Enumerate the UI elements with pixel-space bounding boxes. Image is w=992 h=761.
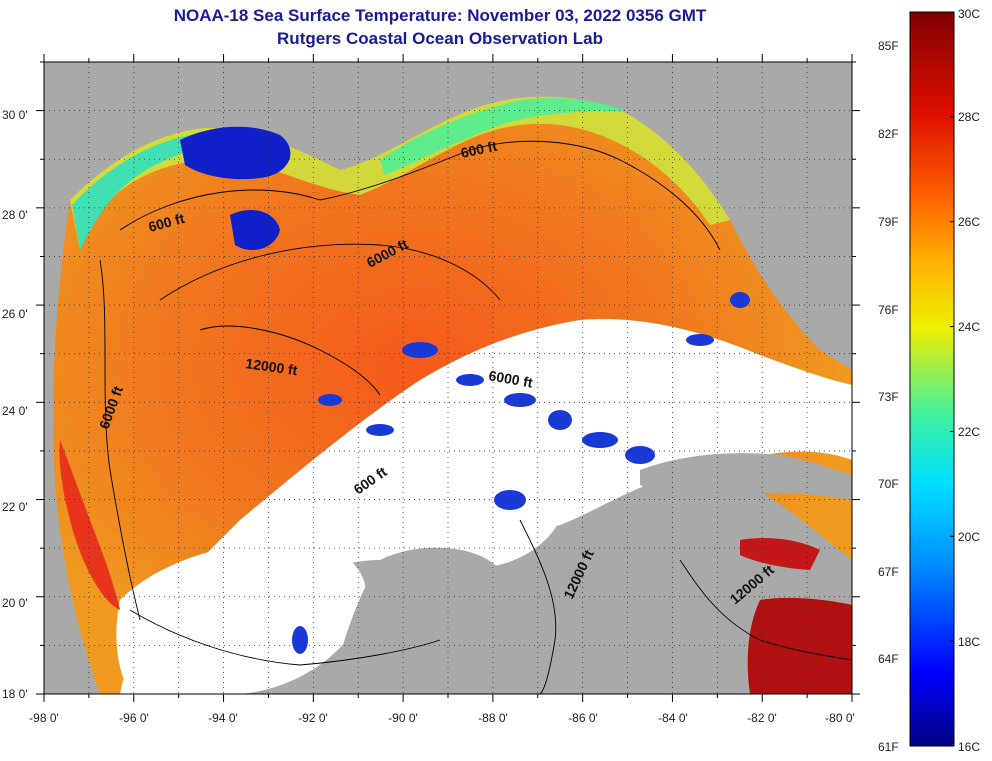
lon-tick-label: -98 0' bbox=[29, 711, 59, 725]
contour-label: 12000 ft bbox=[245, 355, 299, 378]
cb-c-label: 30C bbox=[958, 7, 980, 21]
florida bbox=[770, 62, 852, 350]
lon-tick-label: -80 0' bbox=[825, 711, 855, 725]
cb-c-label: 26C bbox=[958, 215, 980, 229]
lat-tick-label: 20 0' bbox=[2, 596, 28, 610]
lon-tick-label: -86 0' bbox=[568, 711, 598, 725]
western-warm bbox=[59, 440, 120, 610]
cold-patch bbox=[180, 126, 291, 180]
colorbar-ticks bbox=[950, 11, 954, 747]
lon-tick-label: -82 0' bbox=[747, 711, 777, 725]
colorbar-gradient bbox=[909, 11, 955, 747]
cb-f-label: 85F bbox=[878, 39, 899, 53]
axis-ticks bbox=[36, 54, 860, 702]
caribbean-warm bbox=[747, 597, 852, 694]
latitude-axis: 18 0' 20 0' 22 0' 24 0' 26 0' 28 0' 30 0… bbox=[2, 108, 28, 701]
cb-f-label: 61F bbox=[878, 740, 899, 754]
lat-tick-label: 24 0' bbox=[2, 404, 28, 418]
cb-f-label: 76F bbox=[878, 303, 899, 317]
cb-c-label: 24C bbox=[958, 320, 980, 334]
lat-tick-label: 26 0' bbox=[2, 307, 28, 321]
longitude-axis: -98 0' -96 0' -94 0' -92 0' -90 0' -88 0… bbox=[29, 711, 855, 725]
cb-f-label: 67F bbox=[878, 565, 899, 579]
lon-tick-label: -94 0' bbox=[208, 711, 238, 725]
map-subtitle: Rutgers Coastal Ocean Observation Lab bbox=[277, 29, 603, 48]
cb-f-label: 79F bbox=[878, 215, 899, 229]
map-area: 600 ft 600 ft 6000 ft 12000 ft 6000 ft 6… bbox=[44, 62, 852, 694]
cb-f-label: 82F bbox=[878, 127, 899, 141]
lon-tick-label: -92 0' bbox=[298, 711, 328, 725]
graticule bbox=[44, 62, 852, 694]
lat-tick-label: 18 0' bbox=[2, 687, 28, 701]
lat-tick-label: 28 0' bbox=[2, 208, 28, 222]
cold-speckle bbox=[292, 292, 750, 654]
cb-c-label: 22C bbox=[958, 425, 980, 439]
lon-tick-label: -84 0' bbox=[658, 711, 688, 725]
lat-tick-label: 30 0' bbox=[2, 108, 28, 122]
lon-tick-label: -96 0' bbox=[119, 711, 149, 725]
cb-f-label: 70F bbox=[878, 477, 899, 491]
yucatan bbox=[330, 547, 504, 694]
nearshore-cyan bbox=[72, 133, 240, 250]
cuba bbox=[640, 453, 852, 500]
lat-tick-label: 22 0' bbox=[2, 500, 28, 514]
cb-f-label: 64F bbox=[878, 652, 899, 666]
cb-c-label: 18C bbox=[958, 635, 980, 649]
map-title: NOAA-18 Sea Surface Temperature: Novembe… bbox=[173, 6, 707, 25]
lon-tick-label: -90 0' bbox=[388, 711, 418, 725]
contour-label: 600 ft bbox=[459, 138, 498, 161]
cb-c-label: 28C bbox=[958, 110, 980, 124]
cb-c-label: 20C bbox=[958, 530, 980, 544]
colorbar: 85F 82F 79F 76F 73F 70F 67F 64F 61F 30C … bbox=[878, 7, 980, 754]
cb-c-label: 16C bbox=[958, 740, 980, 754]
cb-f-label: 73F bbox=[878, 390, 899, 404]
contour-label: 6000 ft bbox=[487, 367, 534, 391]
lon-tick-label: -88 0' bbox=[478, 711, 508, 725]
bathymetry-contours bbox=[99, 140, 852, 694]
